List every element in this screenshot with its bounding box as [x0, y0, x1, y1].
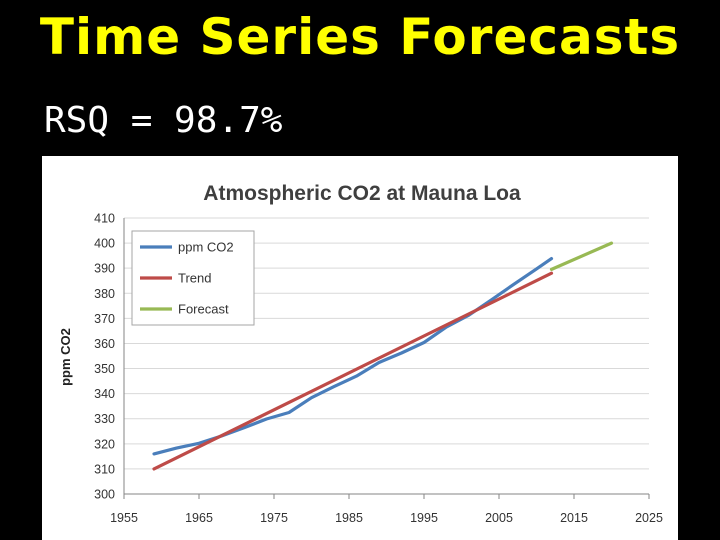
legend-label: Forecast [178, 302, 229, 317]
y-tick-label: 410 [94, 212, 115, 226]
slide-title: Time Series Forecasts [39, 8, 681, 66]
x-tick-label: 1985 [335, 511, 363, 525]
x-tick-label: 1995 [410, 511, 438, 525]
x-tick-label: 1975 [260, 511, 288, 525]
y-tick-label: 370 [94, 312, 115, 326]
legend-label: Trend [178, 271, 211, 286]
x-tick-label: 1965 [185, 511, 213, 525]
y-tick-label: 380 [94, 287, 115, 301]
chart-title: Atmospheric CO2 at Mauna Loa [203, 182, 521, 205]
y-tick-label: 340 [94, 387, 115, 401]
y-tick-label: 390 [94, 262, 115, 276]
x-tick-label: 2025 [635, 511, 663, 525]
y-tick-label: 350 [94, 362, 115, 376]
y-tick-label: 360 [94, 337, 115, 351]
x-tick-label: 1955 [110, 511, 138, 525]
y-tick-label: 330 [94, 412, 115, 426]
chart-panel: Atmospheric CO2 at Mauna Loa 300 310 320 33… [42, 156, 678, 540]
y-tick-label: 400 [94, 237, 115, 251]
rsq-value: RSQ = 98.7% [44, 100, 283, 141]
series-line-forecast [549, 241, 614, 272]
y-tick-label: 320 [94, 437, 115, 451]
series-line-trend [152, 271, 554, 471]
co2-chart: Atmospheric CO2 at Mauna Loa 300 310 320 33… [42, 156, 678, 540]
y-axis-label: ppm CO2 [58, 328, 73, 386]
chart-legend: ppm CO2 Trend Forecast [131, 230, 255, 326]
y-tick-label: 310 [94, 462, 115, 476]
x-tick-label: 2005 [485, 511, 513, 525]
x-tick-label: 2015 [560, 511, 588, 525]
y-tick-label: 300 [94, 488, 115, 502]
legend-label: ppm CO2 [178, 240, 234, 255]
